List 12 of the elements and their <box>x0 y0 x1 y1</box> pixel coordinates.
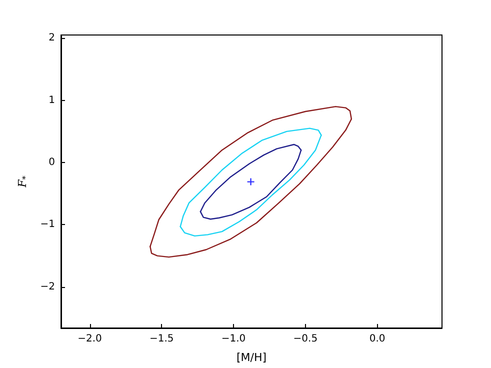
y-tick-label: −2 <box>40 281 55 292</box>
x-axis-title: [M/H] <box>236 351 267 364</box>
y-tick-label: 0 <box>48 157 55 168</box>
x-tick-label: −0.5 <box>293 334 318 344</box>
x-tick-label: −1.5 <box>149 334 174 344</box>
x-tick-label: −2.0 <box>78 334 102 344</box>
x-tick-label: −1.0 <box>221 334 246 344</box>
y-tick-label: −1 <box>40 219 55 230</box>
x-tick-label: 0.0 <box>369 334 386 344</box>
y-tick-label: 2 <box>48 32 55 44</box>
y-axis-title: F* <box>16 176 30 188</box>
y-tick-label: 1 <box>48 94 55 106</box>
